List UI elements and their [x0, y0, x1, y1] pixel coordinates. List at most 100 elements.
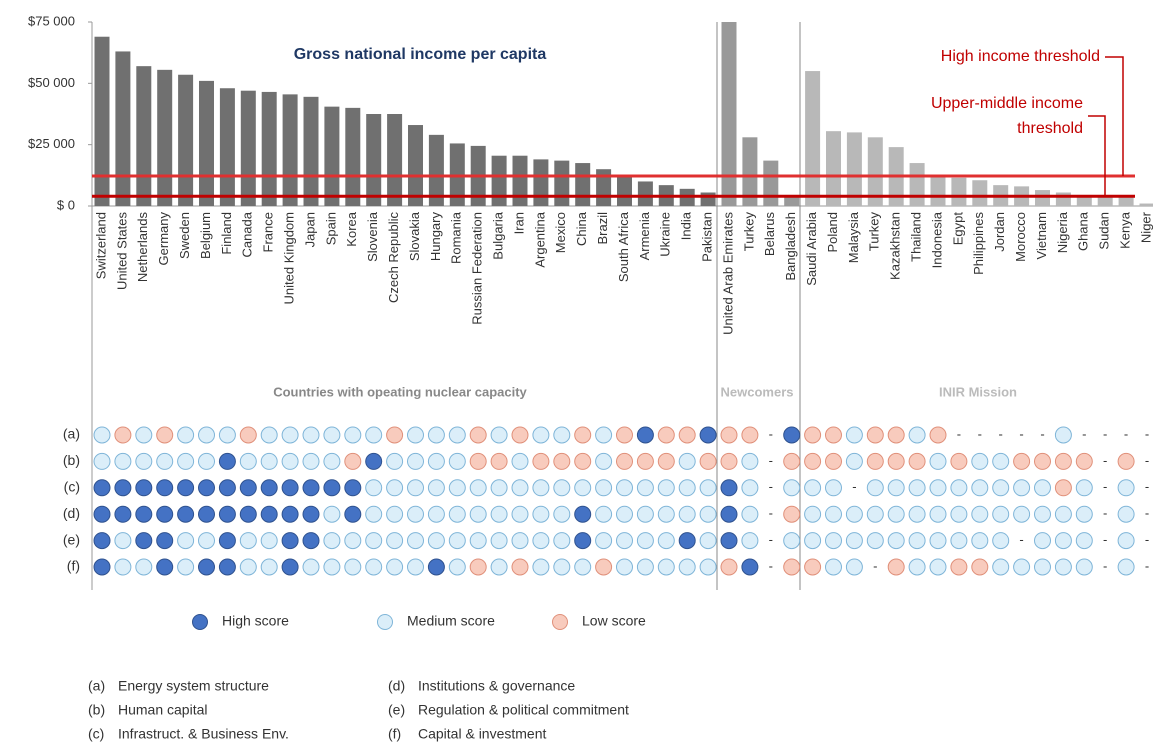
score-dash: - [1103, 532, 1107, 547]
score-dash: - [978, 426, 982, 441]
score-dot [407, 426, 424, 444]
bar [763, 160, 779, 206]
bar [1097, 196, 1113, 206]
score-dash: - [1103, 453, 1107, 468]
score-dot [93, 532, 111, 550]
score-dash: - [1019, 532, 1023, 547]
score-dot [678, 479, 696, 497]
score-dot [177, 452, 195, 470]
bar [637, 181, 653, 206]
score-dot [427, 558, 445, 576]
score-dot [908, 558, 926, 576]
score-dot [1117, 479, 1135, 497]
score-dot [281, 505, 299, 523]
score-dash: - [769, 506, 773, 521]
score-dot [93, 479, 111, 497]
score-dot [365, 426, 383, 444]
score-dash: - [1103, 479, 1107, 494]
score-dash: - [999, 426, 1003, 441]
score-dot [344, 558, 362, 576]
score-dot [177, 558, 195, 576]
score-dash: - [1103, 426, 1107, 441]
score-dot [1034, 532, 1051, 550]
score-dot [678, 558, 696, 576]
score-dot [616, 426, 633, 444]
score-dot [929, 532, 947, 550]
bar [1055, 192, 1071, 206]
x-tick-label: Morocco [1013, 212, 1028, 262]
score-dot [239, 426, 257, 444]
x-tick-label: Slovenia [365, 211, 380, 262]
score-dot [218, 532, 236, 550]
score-dot [908, 479, 926, 497]
score-dot [511, 558, 529, 576]
score-dot [804, 505, 822, 523]
score-dot [678, 426, 696, 444]
score-dot [783, 426, 801, 444]
score-dot [825, 479, 842, 497]
score-dot [678, 505, 696, 523]
score-dot [448, 505, 466, 523]
score-dot [427, 505, 445, 523]
score-dot [574, 505, 592, 523]
score-dot [469, 505, 487, 523]
score-dot [908, 426, 926, 444]
score-dash: - [769, 453, 773, 468]
score-dot [198, 479, 215, 497]
score-dot [386, 558, 404, 576]
score-dot [678, 532, 696, 550]
footnote-key: (f) [388, 726, 401, 742]
score-dot [114, 452, 132, 470]
score-dot [93, 558, 111, 576]
score-dot [386, 505, 404, 523]
score-dot [845, 452, 863, 470]
score-dot [448, 452, 466, 470]
score-dot [344, 505, 362, 523]
score-dot [532, 479, 550, 497]
score-dot [992, 505, 1010, 523]
score-dot [260, 452, 278, 470]
score-dot [1034, 479, 1051, 497]
score-dot [302, 452, 320, 470]
footnote-text: Energy system structure [118, 678, 269, 694]
score-dot [553, 426, 571, 444]
x-tick-label: Korea [344, 211, 359, 246]
score-dot [825, 505, 842, 523]
score-dot [407, 479, 424, 497]
score-dot [657, 505, 675, 523]
x-tick-label: Czech Republic [386, 212, 401, 304]
score-dot [553, 452, 571, 470]
score-dot [616, 558, 633, 576]
score-dot [1075, 505, 1093, 523]
score-dot [657, 558, 675, 576]
score-dot [198, 558, 215, 576]
score-dot [302, 505, 320, 523]
score-dot [1054, 505, 1072, 523]
row-label: (c) [64, 479, 80, 495]
x-tick-label: Turkey [867, 212, 882, 252]
score-dot [114, 505, 132, 523]
bar [491, 155, 507, 206]
score-dot [783, 479, 801, 497]
score-dot [574, 452, 592, 470]
bar [1076, 194, 1092, 206]
score-dot [783, 452, 801, 470]
score-dot [908, 452, 926, 470]
score-dot [260, 479, 278, 497]
score-dot [448, 426, 466, 444]
legend-dot [192, 614, 208, 630]
score-dot [741, 452, 759, 470]
score-dash: - [769, 532, 773, 547]
score-dot [281, 558, 299, 576]
score-dot [198, 532, 215, 550]
bar [867, 137, 883, 206]
score-dot [699, 479, 717, 497]
score-dot [574, 532, 592, 550]
score-dot [490, 558, 508, 576]
score-dot [866, 426, 884, 444]
score-dot [239, 505, 257, 523]
score-dot [114, 532, 132, 550]
score-dot [1075, 532, 1093, 550]
score-dot [218, 479, 236, 497]
score-dot [1117, 452, 1135, 470]
